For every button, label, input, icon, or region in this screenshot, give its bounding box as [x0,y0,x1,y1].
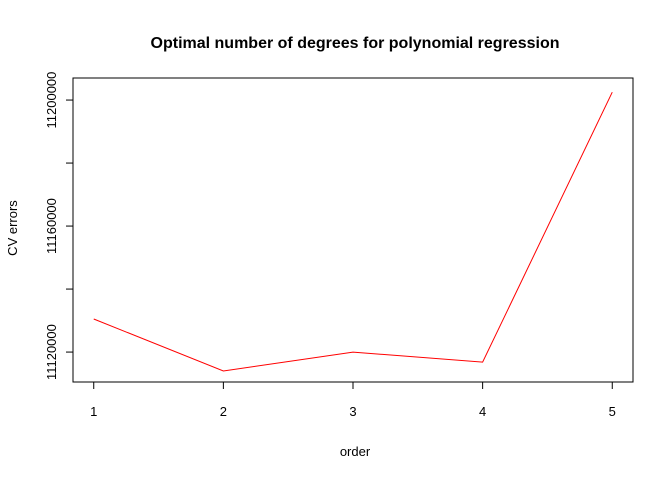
chart-title: Optimal number of degrees for polynomial… [151,35,560,52]
x-axis-label: order [340,444,371,459]
y-axis: 11120000 11160000 11200000 [44,72,74,380]
x-tick-label: 4 [479,404,486,419]
y-tick-label: 11120000 [44,324,59,380]
series-group [93,91,613,372]
x-tick-label: 1 [90,404,97,419]
x-tick-label: 5 [609,404,616,419]
x-axis: 1 2 3 4 5 [90,381,616,419]
series-line [93,91,613,372]
y-tick-label: 11200000 [44,72,59,129]
plot-box [72,77,634,383]
x-tick-label: 2 [220,404,227,419]
y-tick-label: 11160000 [44,198,59,254]
y-axis-label: CV errors [5,200,20,256]
x-tick-label: 3 [349,404,356,419]
